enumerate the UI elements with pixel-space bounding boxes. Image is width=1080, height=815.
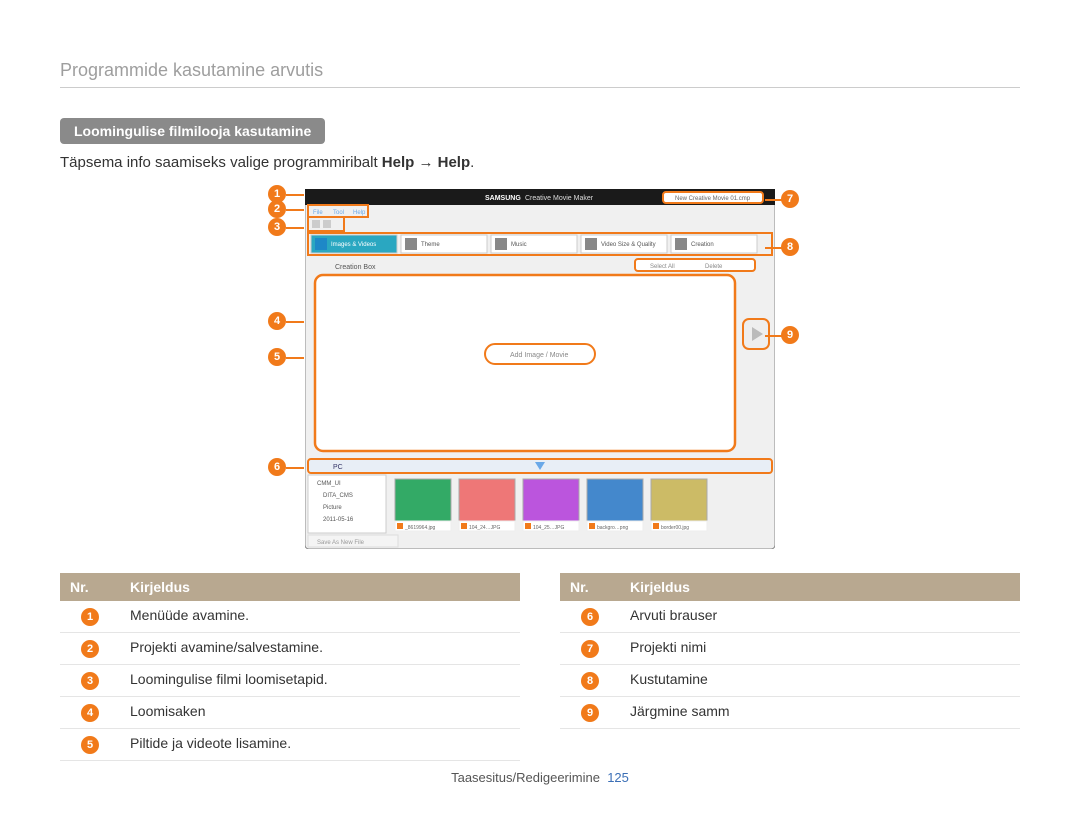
- row-num: 4: [60, 703, 120, 722]
- svg-text:Music: Music: [511, 242, 527, 248]
- page-footer: Taasesitus/Redigeerimine 125: [0, 770, 1080, 785]
- svg-text:New Creative Movie 01.cmp: New Creative Movie 01.cmp: [675, 196, 751, 202]
- callout-8: 8: [781, 238, 799, 256]
- leader-3: [286, 227, 304, 229]
- svg-text:backgro…png: backgro…png: [597, 525, 628, 531]
- table-left: Nr. Kirjeldus 1Menüüde avamine.2Projekti…: [60, 573, 520, 761]
- svg-text:CMM_UI: CMM_UI: [317, 481, 341, 487]
- row-num: 1: [60, 607, 120, 626]
- row-num: 5: [60, 735, 120, 754]
- col-desc: Kirjeldus: [620, 573, 1020, 601]
- svg-text:File: File: [313, 210, 323, 216]
- callout-9: 9: [781, 326, 799, 344]
- table-row: 9Järgmine samm: [560, 697, 1020, 729]
- row-num: 9: [560, 703, 620, 722]
- svg-text:Images & Videos: Images & Videos: [331, 242, 376, 248]
- table-right: Nr. Kirjeldus 6Arvuti brauser7Projekti n…: [560, 573, 1020, 761]
- table-header: Nr. Kirjeldus: [560, 573, 1020, 601]
- svg-text:Delete: Delete: [705, 264, 723, 270]
- svg-text:104_24…JPG: 104_24…JPG: [469, 525, 501, 531]
- callout-3: 3: [268, 218, 286, 236]
- description-tables: Nr. Kirjeldus 1Menüüde avamine.2Projekti…: [60, 573, 1020, 761]
- row-desc: Loomingulise filmi loomisetapid.: [120, 671, 520, 690]
- leader-4: [286, 321, 304, 323]
- annotated-screenshot: SAMSUNG Creative Movie Maker New Creativ…: [290, 189, 790, 549]
- svg-text:border00.jpg: border00.jpg: [661, 525, 689, 531]
- svg-text:Creative Movie Maker: Creative Movie Maker: [525, 195, 594, 202]
- col-desc: Kirjeldus: [120, 573, 520, 601]
- lead-text: Täpsema info saamiseks valige programmir…: [60, 154, 1020, 171]
- table-row: 7Projekti nimi: [560, 633, 1020, 665]
- leader-2: [286, 209, 304, 211]
- footer-pagenum: 125: [607, 770, 629, 785]
- svg-text:Help: Help: [353, 210, 366, 216]
- section-pill: Loomingulise filmilooja kasutamine: [60, 118, 325, 144]
- row-num: 6: [560, 607, 620, 626]
- leader-5: [286, 357, 304, 359]
- svg-text:Select All: Select All: [650, 264, 675, 270]
- page-title: Programmide kasutamine arvutis: [60, 60, 1020, 88]
- svg-text:DITA_CMS: DITA_CMS: [323, 493, 353, 499]
- callout-4: 4: [268, 312, 286, 330]
- row-num: 2: [60, 639, 120, 658]
- col-nr: Nr.: [60, 573, 120, 601]
- row-desc: Projekti nimi: [620, 639, 1020, 658]
- table-row: 4Loomisaken: [60, 697, 520, 729]
- svg-text:Add Image / Movie: Add Image / Movie: [510, 352, 568, 359]
- table-row: 2Projekti avamine/salvestamine.: [60, 633, 520, 665]
- svg-text:Creation: Creation: [691, 242, 714, 248]
- svg-text:Tool: Tool: [333, 210, 344, 216]
- row-num: 3: [60, 671, 120, 690]
- row-num: 8: [560, 671, 620, 690]
- table-row: 6Arvuti brauser: [560, 601, 1020, 633]
- app-window-illustration: SAMSUNG Creative Movie Maker New Creativ…: [305, 189, 775, 549]
- svg-text:Theme: Theme: [421, 242, 440, 248]
- footer-text: Taasesitus/Redigeerimine: [451, 770, 600, 785]
- row-desc: Projekti avamine/salvestamine.: [120, 639, 520, 658]
- callout-2: 2: [268, 200, 286, 218]
- svg-text:SAMSUNG: SAMSUNG: [485, 195, 521, 202]
- row-desc: Kustutamine: [620, 671, 1020, 690]
- svg-text:PC: PC: [333, 464, 343, 471]
- leader-6: [286, 467, 304, 469]
- leader-1: [286, 194, 304, 196]
- table-header: Nr. Kirjeldus: [60, 573, 520, 601]
- svg-text:Picture: Picture: [323, 505, 342, 511]
- callout-6: 6: [268, 458, 286, 476]
- row-desc: Loomisaken: [120, 703, 520, 722]
- svg-text:Creation Box: Creation Box: [335, 264, 376, 271]
- svg-text:104_25…JPG: 104_25…JPG: [533, 525, 565, 531]
- table-row: 3Loomingulise filmi loomisetapid.: [60, 665, 520, 697]
- callout-5: 5: [268, 348, 286, 366]
- row-desc: Arvuti brauser: [620, 607, 1020, 626]
- lead-bold: Help → Help: [382, 154, 470, 171]
- lead-suffix: .: [470, 154, 474, 171]
- row-desc: Menüüde avamine.: [120, 607, 520, 626]
- lead-prefix: Täpsema info saamiseks valige programmir…: [60, 154, 382, 171]
- row-desc: Piltide ja videote lisamine.: [120, 735, 520, 754]
- row-num: 7: [560, 639, 620, 658]
- table-row: 1Menüüde avamine.: [60, 601, 520, 633]
- table-row: 5Piltide ja videote lisamine.: [60, 729, 520, 761]
- col-nr: Nr.: [560, 573, 620, 601]
- table-row: 8Kustutamine: [560, 665, 1020, 697]
- row-desc: Järgmine samm: [620, 703, 1020, 722]
- callout-7: 7: [781, 190, 799, 208]
- svg-text:_8619964.jpg: _8619964.jpg: [404, 525, 436, 531]
- svg-text:Video Size & Quality: Video Size & Quality: [601, 242, 656, 248]
- svg-text:Save As New File: Save As New File: [317, 540, 365, 546]
- svg-text:2011-05-16: 2011-05-16: [323, 517, 354, 523]
